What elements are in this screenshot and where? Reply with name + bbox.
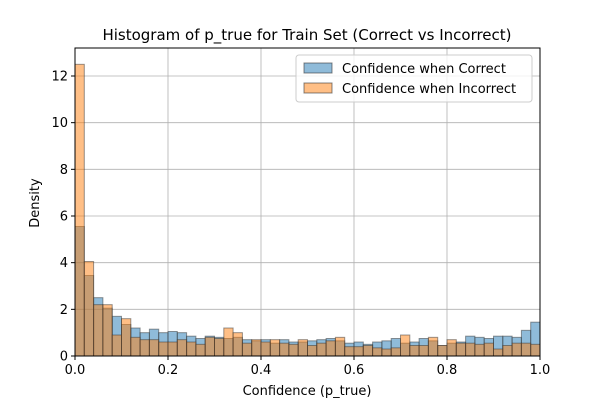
bar-incorrect [83, 261, 95, 357]
bar-incorrect [325, 340, 336, 357]
bar-incorrect [493, 348, 504, 357]
bar-incorrect [223, 327, 234, 357]
bar-incorrect [511, 342, 522, 357]
bar-incorrect [455, 342, 467, 357]
bar-incorrect [446, 339, 457, 357]
bar-incorrect [400, 334, 411, 357]
x-tick-label: 1.0 [530, 363, 551, 378]
bar-incorrect [474, 343, 485, 357]
legend-swatch-incorrect [303, 82, 333, 94]
chart-title: Histogram of p_true for Train Set (Corre… [102, 26, 511, 45]
bar-incorrect [381, 348, 392, 357]
legend-box [295, 54, 533, 103]
y-axis-label: Density [28, 178, 43, 228]
bar-incorrect [409, 345, 420, 357]
bar-incorrect [418, 345, 429, 357]
bar-incorrect [483, 342, 495, 357]
bar-incorrect [93, 304, 104, 357]
bar-incorrect [344, 346, 355, 357]
x-tick-label: 0.6 [344, 363, 365, 378]
bar-incorrect [167, 341, 178, 357]
bar-incorrect [334, 336, 346, 357]
bar-incorrect [520, 342, 532, 357]
y-tick-label: 10 [51, 116, 68, 131]
bar-incorrect [251, 339, 262, 357]
bar-incorrect [269, 339, 281, 357]
bar-incorrect [307, 345, 318, 357]
bar-incorrect [362, 345, 374, 357]
bar-incorrect [372, 347, 383, 357]
bar-incorrect [139, 339, 150, 357]
legend-swatch-correct [303, 62, 333, 74]
axes-layer: 0.0 0.2 0.4 0.6 0.8 1.0 0 2 4 6 8 10 12 [51, 47, 551, 378]
x-tick-label: 0.4 [251, 363, 272, 378]
bar-incorrect [530, 343, 541, 357]
plot-frame [74, 47, 541, 357]
bar-incorrect [158, 341, 169, 357]
y-tick-label: 0 [60, 350, 68, 365]
y-tick-label: 8 [60, 163, 68, 178]
bar-incorrect [353, 346, 364, 357]
bar-incorrect [148, 339, 160, 357]
bar-incorrect [260, 341, 271, 357]
legend-label-correct: Confidence when Correct [342, 62, 506, 77]
bar-incorrect [195, 343, 206, 357]
bar-incorrect [316, 342, 327, 357]
bar-incorrect [102, 304, 113, 357]
bar-incorrect [465, 342, 476, 357]
bar-incorrect [130, 336, 141, 357]
bar-incorrect [111, 334, 122, 357]
bar-incorrect [279, 342, 290, 357]
bar-incorrect [502, 345, 513, 357]
bar-incorrect [214, 338, 225, 357]
legend: Confidence when Correct Confidence when I… [295, 54, 533, 103]
grid-layer [74, 48, 541, 357]
bar-incorrect [297, 339, 309, 357]
bar-incorrect [232, 332, 243, 357]
bar-incorrect [204, 336, 215, 357]
x-tick-label: 0.8 [437, 363, 458, 378]
legend-label-incorrect: Confidence when Incorrect [342, 82, 516, 97]
bar-incorrect [121, 318, 132, 357]
bar-incorrect [176, 339, 188, 357]
bar-incorrect [241, 342, 253, 357]
x-tick-label: 0.0 [65, 363, 86, 378]
y-tick-label: 12 [51, 70, 68, 85]
x-axis-label: Confidence (p_true) [243, 384, 372, 399]
bar-incorrect [427, 336, 439, 357]
y-tick-label: 6 [60, 210, 68, 225]
bars-layer [74, 63, 541, 357]
bar-incorrect [288, 343, 299, 357]
x-tick-label: 0.2 [158, 363, 179, 378]
y-tick-label: 2 [60, 303, 68, 318]
bar-incorrect [74, 63, 85, 357]
bar-incorrect [186, 341, 197, 357]
bar-incorrect [437, 345, 448, 357]
bar-incorrect [390, 347, 402, 357]
y-tick-label: 4 [60, 256, 68, 271]
